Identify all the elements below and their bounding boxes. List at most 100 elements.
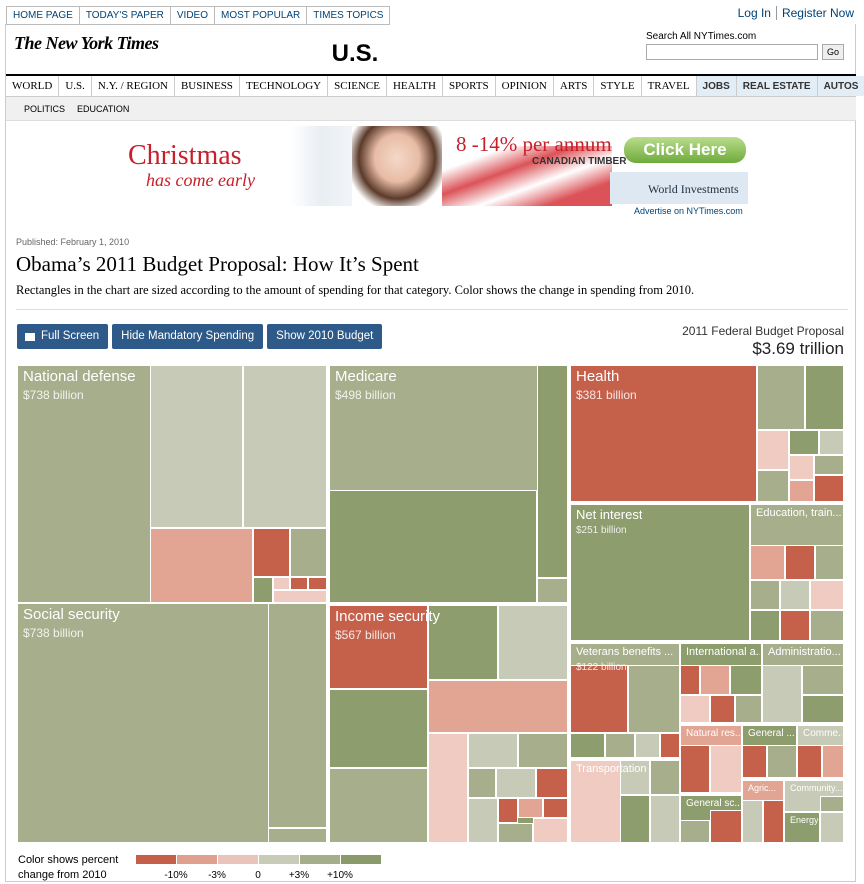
category-label: Veterans benefits ... [576,646,674,658]
top-nav-link[interactable]: TODAY'S PAPER [80,7,171,24]
nav-link[interactable]: OPINION [496,76,554,96]
category-label: Income security [335,608,441,625]
legend-tick-label: +10% [327,870,353,881]
treemap-subcell [680,820,710,843]
treemap-subcell [498,823,533,843]
treemap-subcell [767,745,797,778]
article-title: Obama’s 2011 Budget Proposal: How It’s S… [16,252,419,276]
treemap-subcell [820,796,844,812]
treemap-cell[interactable] [570,504,750,641]
nav-link[interactable]: AUTOS [817,76,864,96]
treemap-subcell [268,603,327,828]
category-amount: $738 billion [23,626,84,640]
ad-ribbon [442,146,612,206]
treemap-subcell [273,577,290,590]
toolbar-button[interactable]: Hide Mandatory Spending [112,324,264,349]
treemap-subcell [468,768,496,798]
top-nav: HOME PAGE TODAY'S PAPER VIDEO MOST POPULAR T… [6,6,391,25]
nav-link[interactable]: ARTS [554,76,595,96]
nav-link[interactable]: TECHNOLOGY [240,76,329,96]
nav-link[interactable]: BUSINESS [175,76,240,96]
toolbar-button[interactable]: Full Screen [17,324,109,349]
treemap-subcell [789,455,814,480]
category-label: Comme... [803,728,842,739]
category-amount: $498 billion [335,388,396,402]
account-link[interactable]: Log In [733,6,777,20]
search-label: Search All NYTimes.com [646,31,757,42]
button-bar: Full Screen Hide Mandatory Spending Show 2… [17,324,383,349]
nav-link[interactable]: TRAVEL [642,76,697,96]
top-nav-link[interactable]: MOST POPULAR [215,7,308,24]
total-label: 2011 Federal Budget Proposal [682,324,844,338]
treemap-subcell [789,430,819,455]
search-button[interactable]: Go [822,44,844,60]
ad-company: CANADIAN TIMBER [532,156,627,167]
category-amount: $122 billion [576,662,627,673]
category-label: Natural res... [686,728,740,739]
nav-link[interactable]: HEALTH [387,76,443,96]
ad-advertise-link[interactable]: Advertise on NYTimes.com [634,206,743,216]
category-label: Social security [23,606,120,623]
top-nav-link[interactable]: HOME PAGE [7,7,80,24]
treemap-subcell [290,577,308,590]
treemap-subcell [750,545,785,580]
ad-brand: World Investments [648,182,739,196]
legend-swatch [177,855,217,864]
nav-link[interactable]: WORLD [6,76,60,96]
sub-nav: POLITICS EDUCATION [6,97,856,121]
treemap-subcell [543,798,568,818]
treemap-cell[interactable] [570,365,757,502]
ad-rate: 8 -14% per annum [456,132,612,156]
treemap-subcell [620,760,650,795]
nav-link[interactable]: U.S. [59,76,92,96]
nav-link[interactable]: STYLE [594,76,642,96]
treemap-subcell [710,695,735,723]
category-amount: $738 billion [23,388,84,402]
top-nav-link[interactable]: TIMES TOPICS [313,10,384,21]
treemap-subcell [536,768,568,798]
nav-link[interactable]: SCIENCE [328,76,387,96]
legend-swatches [136,855,382,864]
legend-swatch [341,855,381,864]
sub-nav-link[interactable]: POLITICS [24,104,66,114]
treemap-subcell [150,365,243,528]
category-label: International a... [686,646,760,658]
treemap-subcell [815,545,844,580]
nav-link[interactable]: REAL ESTATE [736,76,818,96]
ad-cta[interactable]: Click Here [624,137,746,163]
logo[interactable]: The New York Times [14,33,159,53]
treemap-subcell [710,810,742,843]
treemap-cell[interactable] [784,812,820,843]
treemap-subcell [680,745,710,793]
sub-nav-link[interactable]: EDUCATION [77,104,130,114]
category-label: Agric... [748,783,777,793]
treemap-subcell [810,580,844,610]
category-label: Education, train... [756,507,842,519]
nav-link[interactable]: N.Y. / REGION [92,76,175,96]
treemap-subcell [742,745,767,778]
treemap-subcell [428,680,568,733]
category-amount: $567 billion [335,628,396,642]
treemap-subcell [797,745,822,778]
account-link[interactable]: Register Now [781,6,854,20]
search-input[interactable] [646,44,818,60]
section-title: U.S. [331,40,379,67]
top-nav-link[interactable]: VIDEO [171,7,215,24]
legend-tick-label: -10% [164,870,188,881]
advertisement[interactable]: Christmas has come early 8 -14% per annu… [112,126,748,216]
treemap-subcell [680,665,700,695]
treemap-subcell [763,800,784,843]
category-label: Administratio... [768,646,841,658]
nav-link[interactable]: SPORTS [443,76,496,96]
legend-tick-label: -3% [208,870,226,881]
account-links: Log In Register Now [733,6,854,20]
treemap-subcell [518,733,568,768]
treemap-subcell [468,733,518,768]
treemap-subcell [700,665,730,695]
toolbar-button[interactable]: Show 2010 Budget [267,324,383,349]
category-label: Medicare [335,368,397,385]
treemap-subcell [650,795,680,843]
nav-link[interactable]: JOBS [696,76,737,96]
treemap-subcell [635,733,660,758]
